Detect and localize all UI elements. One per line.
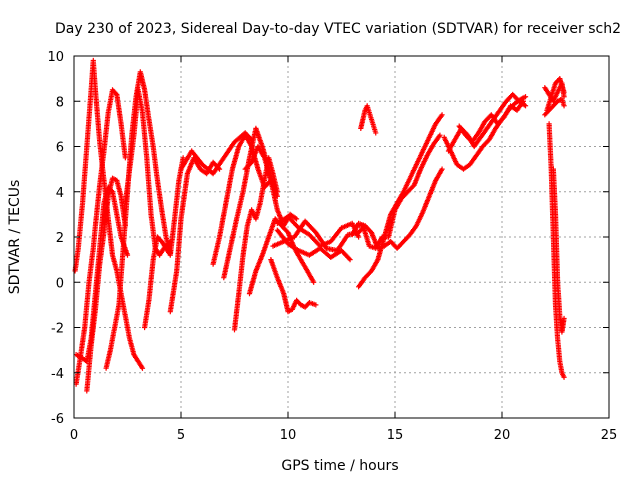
chart-title: Day 230 of 2023, Sidereal Day-to-day VTE…	[55, 21, 621, 37]
series-arc-18	[274, 227, 353, 263]
x-tick-label: 5	[177, 428, 185, 443]
y-tick-label: 10	[47, 50, 64, 65]
series-arc-7	[142, 155, 186, 331]
series-markers	[274, 227, 353, 263]
x-tick-label: 0	[70, 428, 78, 443]
series-markers	[550, 166, 567, 335]
series-arc-30	[550, 166, 567, 335]
series-arc-28	[542, 96, 567, 118]
series-markers	[268, 257, 319, 315]
y-tick-label: -6	[51, 412, 64, 427]
y-tick-label: 6	[56, 141, 64, 156]
series-arc-8	[167, 155, 223, 315]
series-markers	[167, 155, 223, 315]
y-tick-label: -2	[51, 322, 64, 337]
series-arc-19	[358, 103, 379, 136]
x-axis-label: GPS time / hours	[281, 458, 398, 474]
series-markers	[356, 112, 445, 290]
series-arc-4	[84, 175, 128, 394]
series-markers	[358, 103, 379, 136]
series-arc-12	[231, 155, 280, 333]
series-markers	[542, 96, 567, 118]
series-markers	[456, 98, 526, 145]
y-tick-label: 4	[56, 186, 64, 201]
y-tick-label: 0	[56, 276, 64, 291]
series-arc-25	[456, 98, 526, 145]
series-arc-22	[356, 112, 445, 290]
x-tick-label: 10	[280, 428, 297, 443]
axis-ticks: 0 5 10 15 20 25 -6 -4 -2 0 2 4 6 8 10	[47, 50, 617, 443]
series-markers	[73, 87, 128, 387]
series-arc-15	[268, 257, 319, 315]
x-tick-label: 15	[387, 428, 404, 443]
y-tick-label: -4	[51, 367, 64, 382]
series-markers	[231, 155, 280, 333]
series-markers	[142, 155, 186, 331]
data-marks	[72, 57, 567, 394]
x-tick-label: 25	[601, 428, 618, 443]
y-tick-label: 2	[56, 231, 64, 246]
y-tick-label: 8	[56, 95, 64, 110]
series-arc-2	[73, 87, 128, 387]
y-axis-label: SDTVAR / TECUs	[7, 180, 23, 295]
x-tick-label: 20	[494, 428, 511, 443]
series-markers	[84, 175, 128, 394]
